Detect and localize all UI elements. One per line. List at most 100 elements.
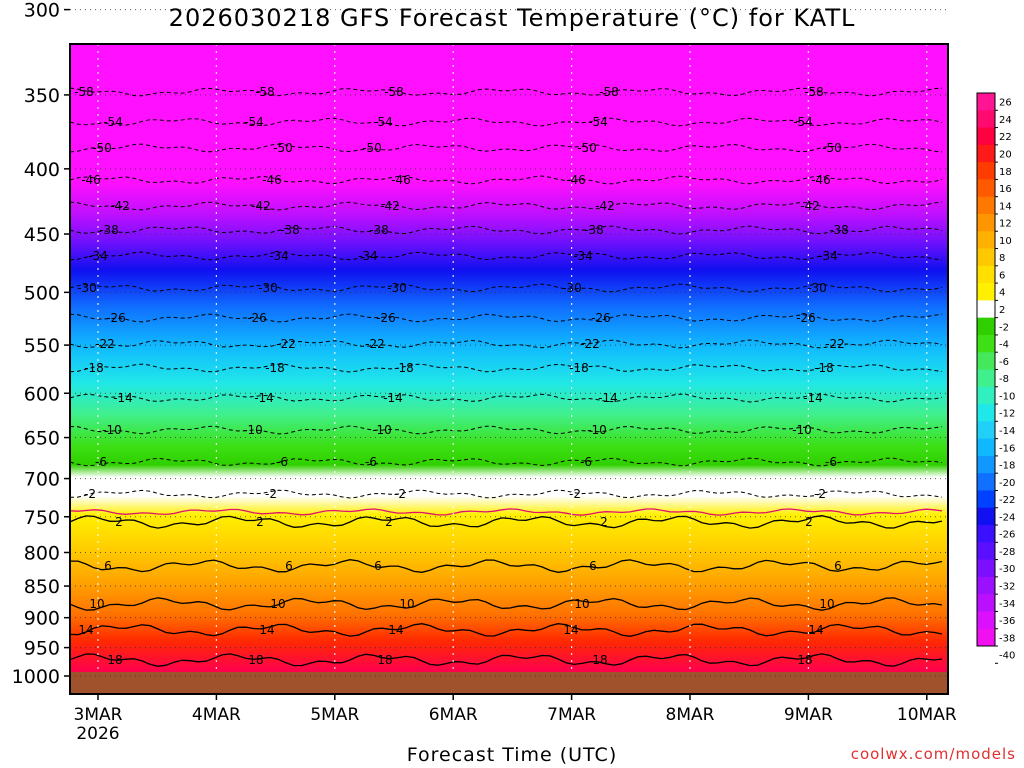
contour-label: -42	[800, 199, 820, 213]
colorbar-swatch	[977, 490, 995, 509]
contour-line	[69, 515, 943, 529]
contour-label: 14	[563, 623, 578, 637]
colorbar-label: 12	[999, 219, 1012, 230]
contour-line	[69, 363, 943, 373]
colorbar-label: 24	[999, 115, 1012, 126]
colorbar-label: -28	[999, 547, 1015, 558]
contour-label: -22	[825, 337, 845, 351]
contour-label: -50	[822, 141, 842, 155]
colorbar-swatch	[977, 369, 995, 388]
colorbar: 26 24 22 20 18 16 14 12 10 8 6 4 2 -2 -4 -6 -8 -10 -12 -14 -…	[976, 92, 1015, 664]
colorbar-swatch	[977, 507, 995, 526]
contour-line	[69, 425, 943, 435]
contour-label: 6	[374, 559, 382, 573]
x-axis-label: Forecast Time (UTC)	[406, 744, 618, 766]
contour-label: -50	[273, 141, 293, 155]
contour-line	[69, 251, 943, 261]
contour-line	[69, 597, 943, 611]
contour-label: -6	[95, 455, 107, 469]
contour-label: -22	[276, 337, 296, 351]
contour-label: -34	[818, 249, 838, 263]
y-tick-label: 900	[24, 608, 60, 630]
y-tick-label: 1000	[12, 666, 60, 688]
contour-line	[69, 313, 943, 323]
contour-label: -58	[255, 85, 275, 99]
contour-label: -34	[88, 249, 108, 263]
contour-label: -46	[566, 173, 586, 187]
x-tick-label: 8MAR	[666, 705, 715, 725]
contour-label: 18	[248, 653, 263, 667]
x-tick-label: 7MAR	[547, 705, 596, 725]
contour-label: -30	[77, 281, 97, 295]
y-tick-label: 550	[24, 335, 60, 357]
contour-label: -10	[243, 423, 263, 437]
x-tick-label: 5MAR	[310, 705, 359, 725]
contour-label: -58	[74, 85, 94, 99]
contour-label: -42	[110, 199, 130, 213]
contour-label: -18	[814, 361, 834, 375]
contour-label: 6	[104, 559, 112, 573]
ground-surface	[70, 672, 948, 694]
colorbar-swatch	[977, 179, 995, 198]
colorbar-label: -16	[999, 443, 1015, 454]
contour-label: -14	[254, 391, 274, 405]
y-tick-label: 500	[24, 282, 60, 304]
contour-label: 2	[256, 515, 264, 529]
contour-label: 6	[589, 559, 597, 573]
contour-labels: -58 -58 -58 -58 -58 -54 -54 -54 -54 -54 -50 -50 -50 -…	[74, 85, 849, 667]
colorbar-swatch	[977, 213, 995, 232]
y-tick-label: 400	[24, 159, 60, 181]
contour-label: 10	[89, 597, 104, 611]
colorbar-swatch	[977, 93, 995, 111]
y-tick-label: 600	[24, 383, 60, 405]
colorbar-label: 8	[999, 253, 1005, 264]
colorbar-label: -40	[999, 651, 1015, 662]
contour-label: -18	[265, 361, 285, 375]
contour-line	[69, 653, 943, 667]
chart-title: 2026030218 GFS Forecast Temperature (°C)…	[168, 4, 856, 32]
contour-label: 14	[388, 623, 403, 637]
colorbar-swatch	[977, 611, 995, 630]
contour-label: -30	[387, 281, 407, 295]
contour-label: -30	[807, 281, 827, 295]
contour-label: -18	[394, 361, 414, 375]
contour-line	[69, 143, 943, 153]
contour-label: -26	[376, 311, 396, 325]
contour-label: -30	[258, 281, 278, 295]
colorbar-swatch	[977, 404, 995, 422]
colorbar-label: 2	[999, 305, 1005, 316]
colorbar-swatch	[977, 110, 995, 129]
contour-label: -38	[99, 223, 119, 237]
y-tick-label: 800	[24, 542, 60, 564]
colorbar-swatch	[977, 473, 995, 491]
x-axis: 3MAR 4MAR 5MAR 6MAR 7MAR 8MAR 9MAR 10MAR 2026	[74, 694, 957, 744]
colorbar-swatch	[977, 127, 995, 146]
y-tick-label: 350	[24, 85, 60, 107]
contour-label: -50	[362, 141, 382, 155]
colorbar-swatch	[977, 386, 995, 405]
x-tick-label: 3MAR	[74, 705, 123, 725]
contour-label: -2	[84, 487, 96, 501]
colorbar-swatch	[977, 628, 995, 647]
source-credit[interactable]: coolwx.com/models	[850, 745, 1016, 763]
colorbar-label: -14	[999, 426, 1015, 437]
contour-label: -26	[247, 311, 267, 325]
contour-label: -34	[358, 249, 378, 263]
contour-label: -38	[584, 223, 604, 237]
plot-area-fill	[70, 44, 948, 672]
contour-label: 6	[285, 559, 293, 573]
contour-label: 18	[107, 653, 122, 667]
contour-label: 10	[270, 597, 285, 611]
colorbar-label: -30	[999, 564, 1015, 575]
colorbar-label: -32	[999, 582, 1015, 593]
colorbar-label: -2	[999, 322, 1009, 333]
colorbar-swatch	[977, 334, 995, 353]
colorbar-label: -20	[999, 478, 1015, 489]
contour-label: -14	[383, 391, 403, 405]
contour-label: 6	[834, 559, 842, 573]
colorbar-label: -34	[999, 599, 1015, 610]
y-tick-label: 650	[24, 428, 60, 450]
contour-line	[69, 175, 943, 185]
contour-line	[69, 225, 943, 235]
